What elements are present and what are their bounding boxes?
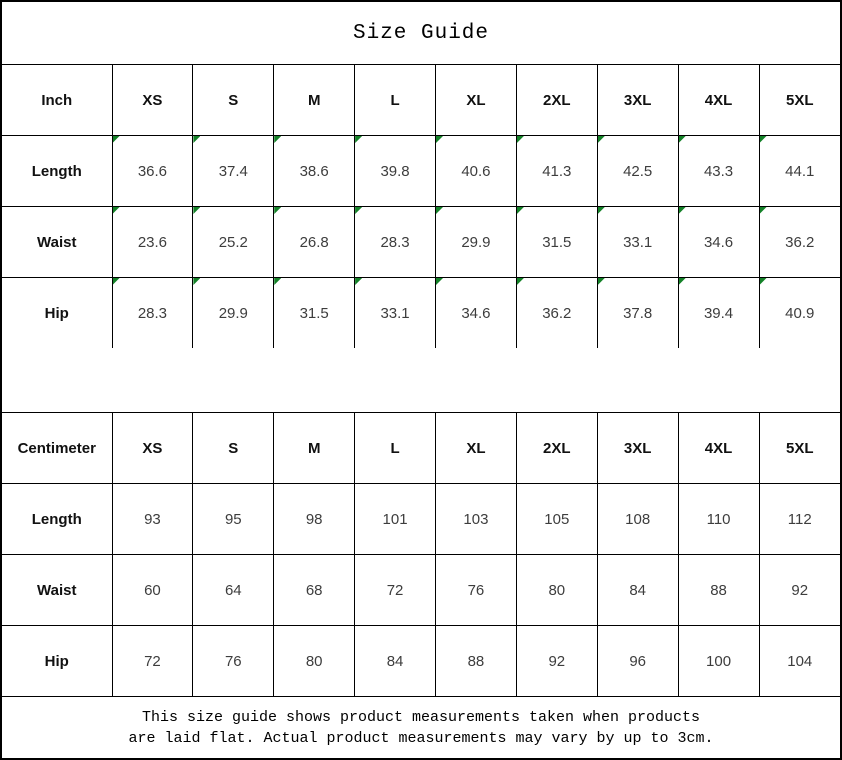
- value-cell: 36.2: [515, 277, 598, 348]
- size-header-cell: XS: [111, 413, 194, 484]
- size-table-centimeter: Centimeter XS S M L XL 2XL 3XL 4XL 5XL Length 93 95 9…: [2, 413, 840, 696]
- value-cell: 108: [596, 483, 679, 555]
- size-header-cell: 5XL: [758, 65, 840, 136]
- row-label-cell: Waist: [2, 554, 113, 626]
- value-cell: 29.9: [435, 206, 517, 278]
- row-label-cell: Waist: [2, 206, 113, 278]
- row-label-cell: Hip: [2, 625, 113, 696]
- header-row: Inch XS S M L XL 2XL 3XL 4XL 5XL: [2, 65, 840, 136]
- value-cell: 101: [354, 483, 436, 555]
- value-cell: 104: [758, 625, 840, 696]
- size-header-cell: XL: [435, 65, 517, 136]
- value-cell: 103: [435, 483, 517, 555]
- value-cell: 33.1: [596, 206, 679, 278]
- value-cell: 105: [515, 483, 598, 555]
- value-cell: 33.1: [354, 277, 436, 348]
- size-header-cell: 2XL: [515, 413, 598, 484]
- value-cell: 28.3: [354, 206, 436, 278]
- table-row: Waist 23.6 25.2 26.8 28.3 29.9 31.5 33.1 34.6 36.…: [2, 206, 840, 278]
- value-cell: 64: [192, 554, 275, 626]
- value-cell: 34.6: [677, 206, 760, 278]
- footer-line-2: are laid flat. Actual product measuremen…: [128, 729, 714, 747]
- footer-line-1: This size guide shows product measuremen…: [141, 708, 701, 726]
- value-cell: 100: [677, 625, 760, 696]
- value-cell: 93: [111, 483, 194, 555]
- row-label-cell: Length: [2, 135, 113, 207]
- value-cell: 31.5: [515, 206, 598, 278]
- value-cell: 37.4: [192, 135, 275, 207]
- table-row: Length 36.6 37.4 38.6 39.8 40.6 41.3 42.5 43.3 44…: [2, 135, 840, 207]
- value-cell: 38.6: [273, 135, 356, 207]
- value-cell: 39.4: [677, 277, 760, 348]
- title-row: Size Guide: [2, 2, 840, 65]
- value-cell: 40.9: [758, 277, 840, 348]
- value-cell: 92: [758, 554, 840, 626]
- table-row: Hip 28.3 29.9 31.5 33.1 34.6 36.2 37.8 39.4 40.9: [2, 277, 840, 348]
- value-cell: 72: [111, 625, 194, 696]
- value-cell: 110: [677, 483, 760, 555]
- size-header-cell: 2XL: [515, 65, 598, 136]
- value-cell: 98: [273, 483, 356, 555]
- table-row: Waist 60 64 68 72 76 80 84 88 92: [2, 554, 840, 626]
- value-cell: 112: [758, 483, 840, 555]
- value-cell: 60: [111, 554, 194, 626]
- value-cell: 43.3: [677, 135, 760, 207]
- value-cell: 88: [677, 554, 760, 626]
- size-header-cell: 3XL: [596, 65, 679, 136]
- value-cell: 68: [273, 554, 356, 626]
- value-cell: 25.2: [192, 206, 275, 278]
- row-label-cell: Hip: [2, 277, 113, 348]
- size-header-cell: 4XL: [677, 413, 760, 484]
- size-header-cell: S: [192, 65, 275, 136]
- value-cell: 72: [354, 554, 436, 626]
- size-table-inch: Inch XS S M L XL 2XL 3XL 4XL 5XL Length 36.6 37.4 38.…: [2, 65, 840, 348]
- size-header-cell: 3XL: [596, 413, 679, 484]
- value-cell: 40.6: [435, 135, 517, 207]
- value-cell: 92: [515, 625, 598, 696]
- size-header-cell: XS: [111, 65, 194, 136]
- value-cell: 39.8: [354, 135, 436, 207]
- value-cell: 36.6: [111, 135, 194, 207]
- size-header-cell: XL: [435, 413, 517, 484]
- value-cell: 88: [435, 625, 517, 696]
- header-row: Centimeter XS S M L XL 2XL 3XL 4XL 5XL: [2, 413, 840, 484]
- value-cell: 28.3: [111, 277, 194, 348]
- size-header-cell: M: [273, 413, 356, 484]
- row-label-cell: Length: [2, 483, 113, 555]
- size-header-cell: S: [192, 413, 275, 484]
- value-cell: 31.5: [273, 277, 356, 348]
- value-cell: 80: [273, 625, 356, 696]
- value-cell: 76: [435, 554, 517, 626]
- value-cell: 26.8: [273, 206, 356, 278]
- value-cell: 42.5: [596, 135, 679, 207]
- value-cell: 95: [192, 483, 275, 555]
- value-cell: 37.8: [596, 277, 679, 348]
- unit-header-cell: Inch: [2, 65, 113, 136]
- value-cell: 41.3: [515, 135, 598, 207]
- unit-header-cell: Centimeter: [2, 413, 113, 484]
- value-cell: 84: [596, 554, 679, 626]
- value-cell: 34.6: [435, 277, 517, 348]
- size-header-cell: L: [354, 413, 436, 484]
- table-row: Hip 72 76 80 84 88 92 96 100 104: [2, 625, 840, 696]
- value-cell: 76: [192, 625, 275, 696]
- footer-note: This size guide shows product measuremen…: [2, 696, 840, 758]
- page-title: Size Guide: [352, 21, 490, 45]
- spacer-row: [2, 348, 840, 413]
- value-cell: 84: [354, 625, 436, 696]
- table-row: Length 93 95 98 101 103 105 108 110 112: [2, 483, 840, 555]
- value-cell: 36.2: [758, 206, 840, 278]
- value-cell: 96: [596, 625, 679, 696]
- size-header-cell: M: [273, 65, 356, 136]
- size-header-cell: 5XL: [758, 413, 840, 484]
- size-header-cell: 4XL: [677, 65, 760, 136]
- value-cell: 29.9: [192, 277, 275, 348]
- size-header-cell: L: [354, 65, 436, 136]
- value-cell: 80: [515, 554, 598, 626]
- value-cell: 23.6: [111, 206, 194, 278]
- value-cell: 44.1: [758, 135, 840, 207]
